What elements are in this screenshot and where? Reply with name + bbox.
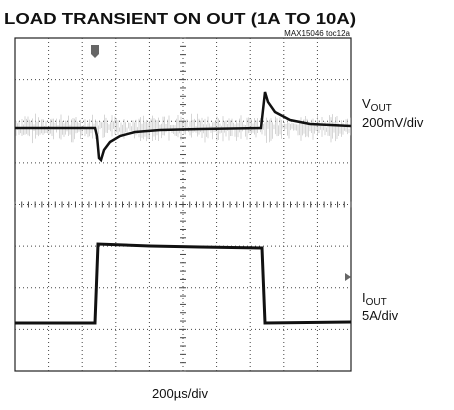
channel-subscript: OUT — [366, 297, 387, 308]
source-note: MAX15046 toc12a — [284, 29, 350, 38]
time-scale: 200µs/div — [152, 386, 208, 401]
channel-scale: 200mV/div — [362, 115, 424, 130]
channel-scale: 5A/div — [362, 308, 399, 323]
channel-name: V — [362, 96, 371, 111]
channel-subscript: OUT — [371, 103, 392, 114]
chart: LOAD TRANSIENT ON OUT (1A TO 10A) MAX150… — [0, 0, 454, 410]
chart-title: LOAD TRANSIENT ON OUT (1A TO 10A) — [4, 11, 356, 28]
channel-label: VOUT — [362, 96, 392, 114]
channel-label: IOUT — [362, 290, 387, 308]
